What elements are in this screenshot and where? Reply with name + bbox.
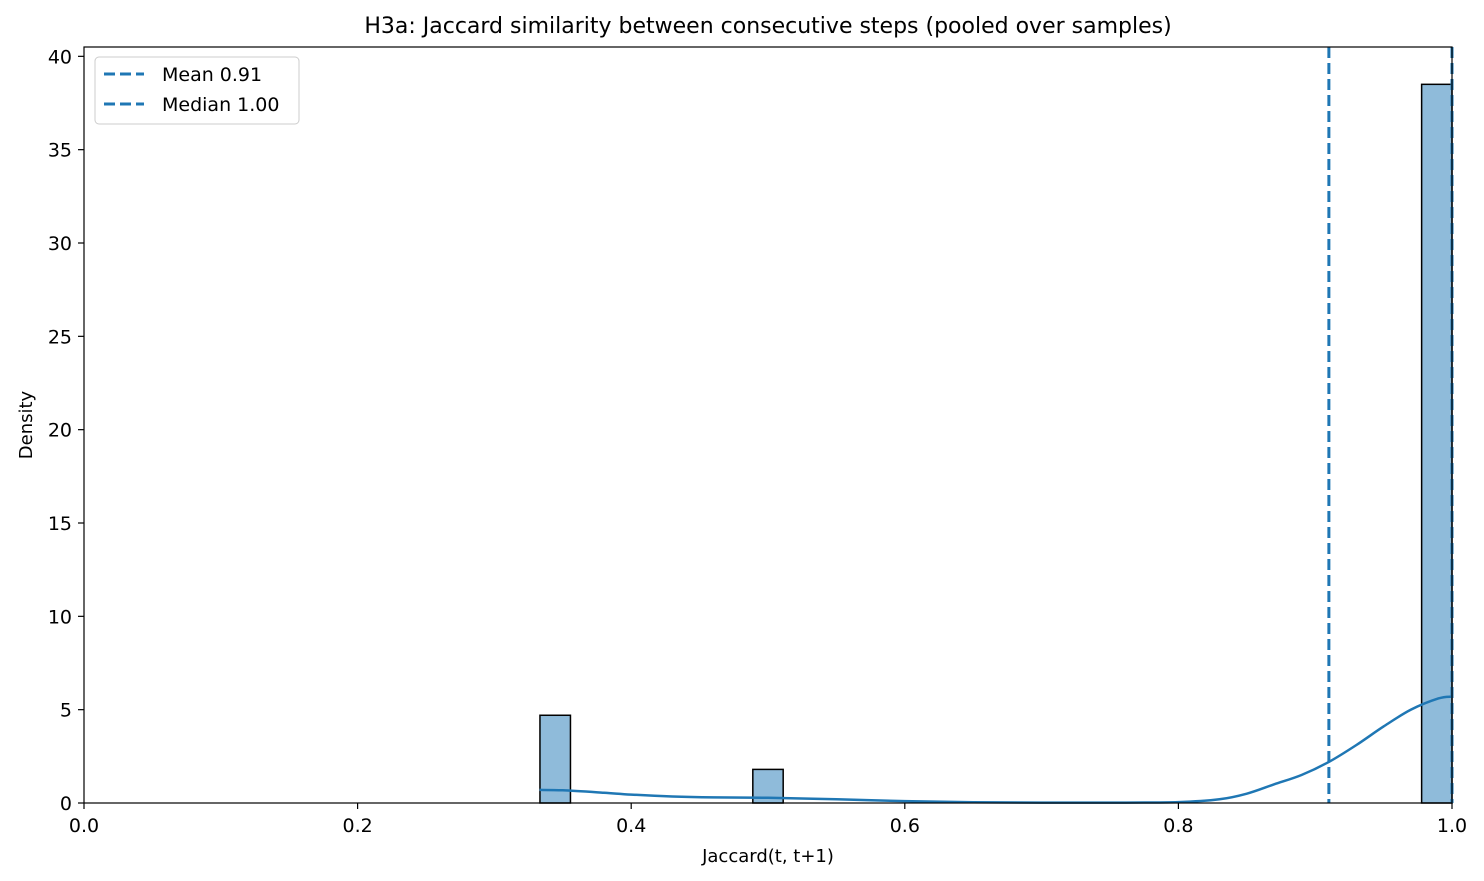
y-tick-label: 0 bbox=[60, 793, 72, 815]
axes-frame bbox=[83, 46, 1453, 804]
y-tick-label: 35 bbox=[48, 140, 72, 162]
histogram-bar bbox=[539, 714, 572, 804]
y-axis-label: Density bbox=[16, 390, 37, 459]
y-tick-label: 15 bbox=[48, 513, 72, 535]
plot-area: 0.0 0.2 0.4 0.6 0.8 1.0 0 5 10 15 20 25 30 35 40 bbox=[48, 46, 1467, 837]
x-tick-label: 0.0 bbox=[69, 815, 99, 837]
legend-box bbox=[94, 56, 300, 125]
legend-median-label: Median 1.00 bbox=[162, 94, 279, 116]
y-tick-label: 5 bbox=[60, 700, 72, 722]
y-tick-label: 40 bbox=[48, 46, 72, 68]
legend: Mean 0.91 Median 1.00 bbox=[94, 56, 300, 125]
y-tick-label: 10 bbox=[48, 606, 72, 628]
y-tick-label: 25 bbox=[48, 326, 72, 348]
histogram-bar bbox=[1420, 83, 1453, 804]
y-tick-label: 20 bbox=[48, 420, 72, 442]
x-tick-label: 0.8 bbox=[1163, 815, 1193, 837]
kde-curve bbox=[539, 695, 1453, 804]
x-axis-label: Jaccard(t, t+1) bbox=[701, 846, 834, 867]
x-tick-label: 0.6 bbox=[890, 815, 920, 837]
x-tick-label: 0.2 bbox=[342, 815, 372, 837]
y-tick-label: 30 bbox=[48, 233, 72, 255]
chart-title: H3a: Jaccard similarity between consecut… bbox=[364, 14, 1171, 39]
x-tick-label: 0.4 bbox=[616, 815, 646, 837]
legend-mean-label: Mean 0.91 bbox=[162, 64, 262, 86]
x-tick-label: 1.0 bbox=[1437, 815, 1467, 837]
